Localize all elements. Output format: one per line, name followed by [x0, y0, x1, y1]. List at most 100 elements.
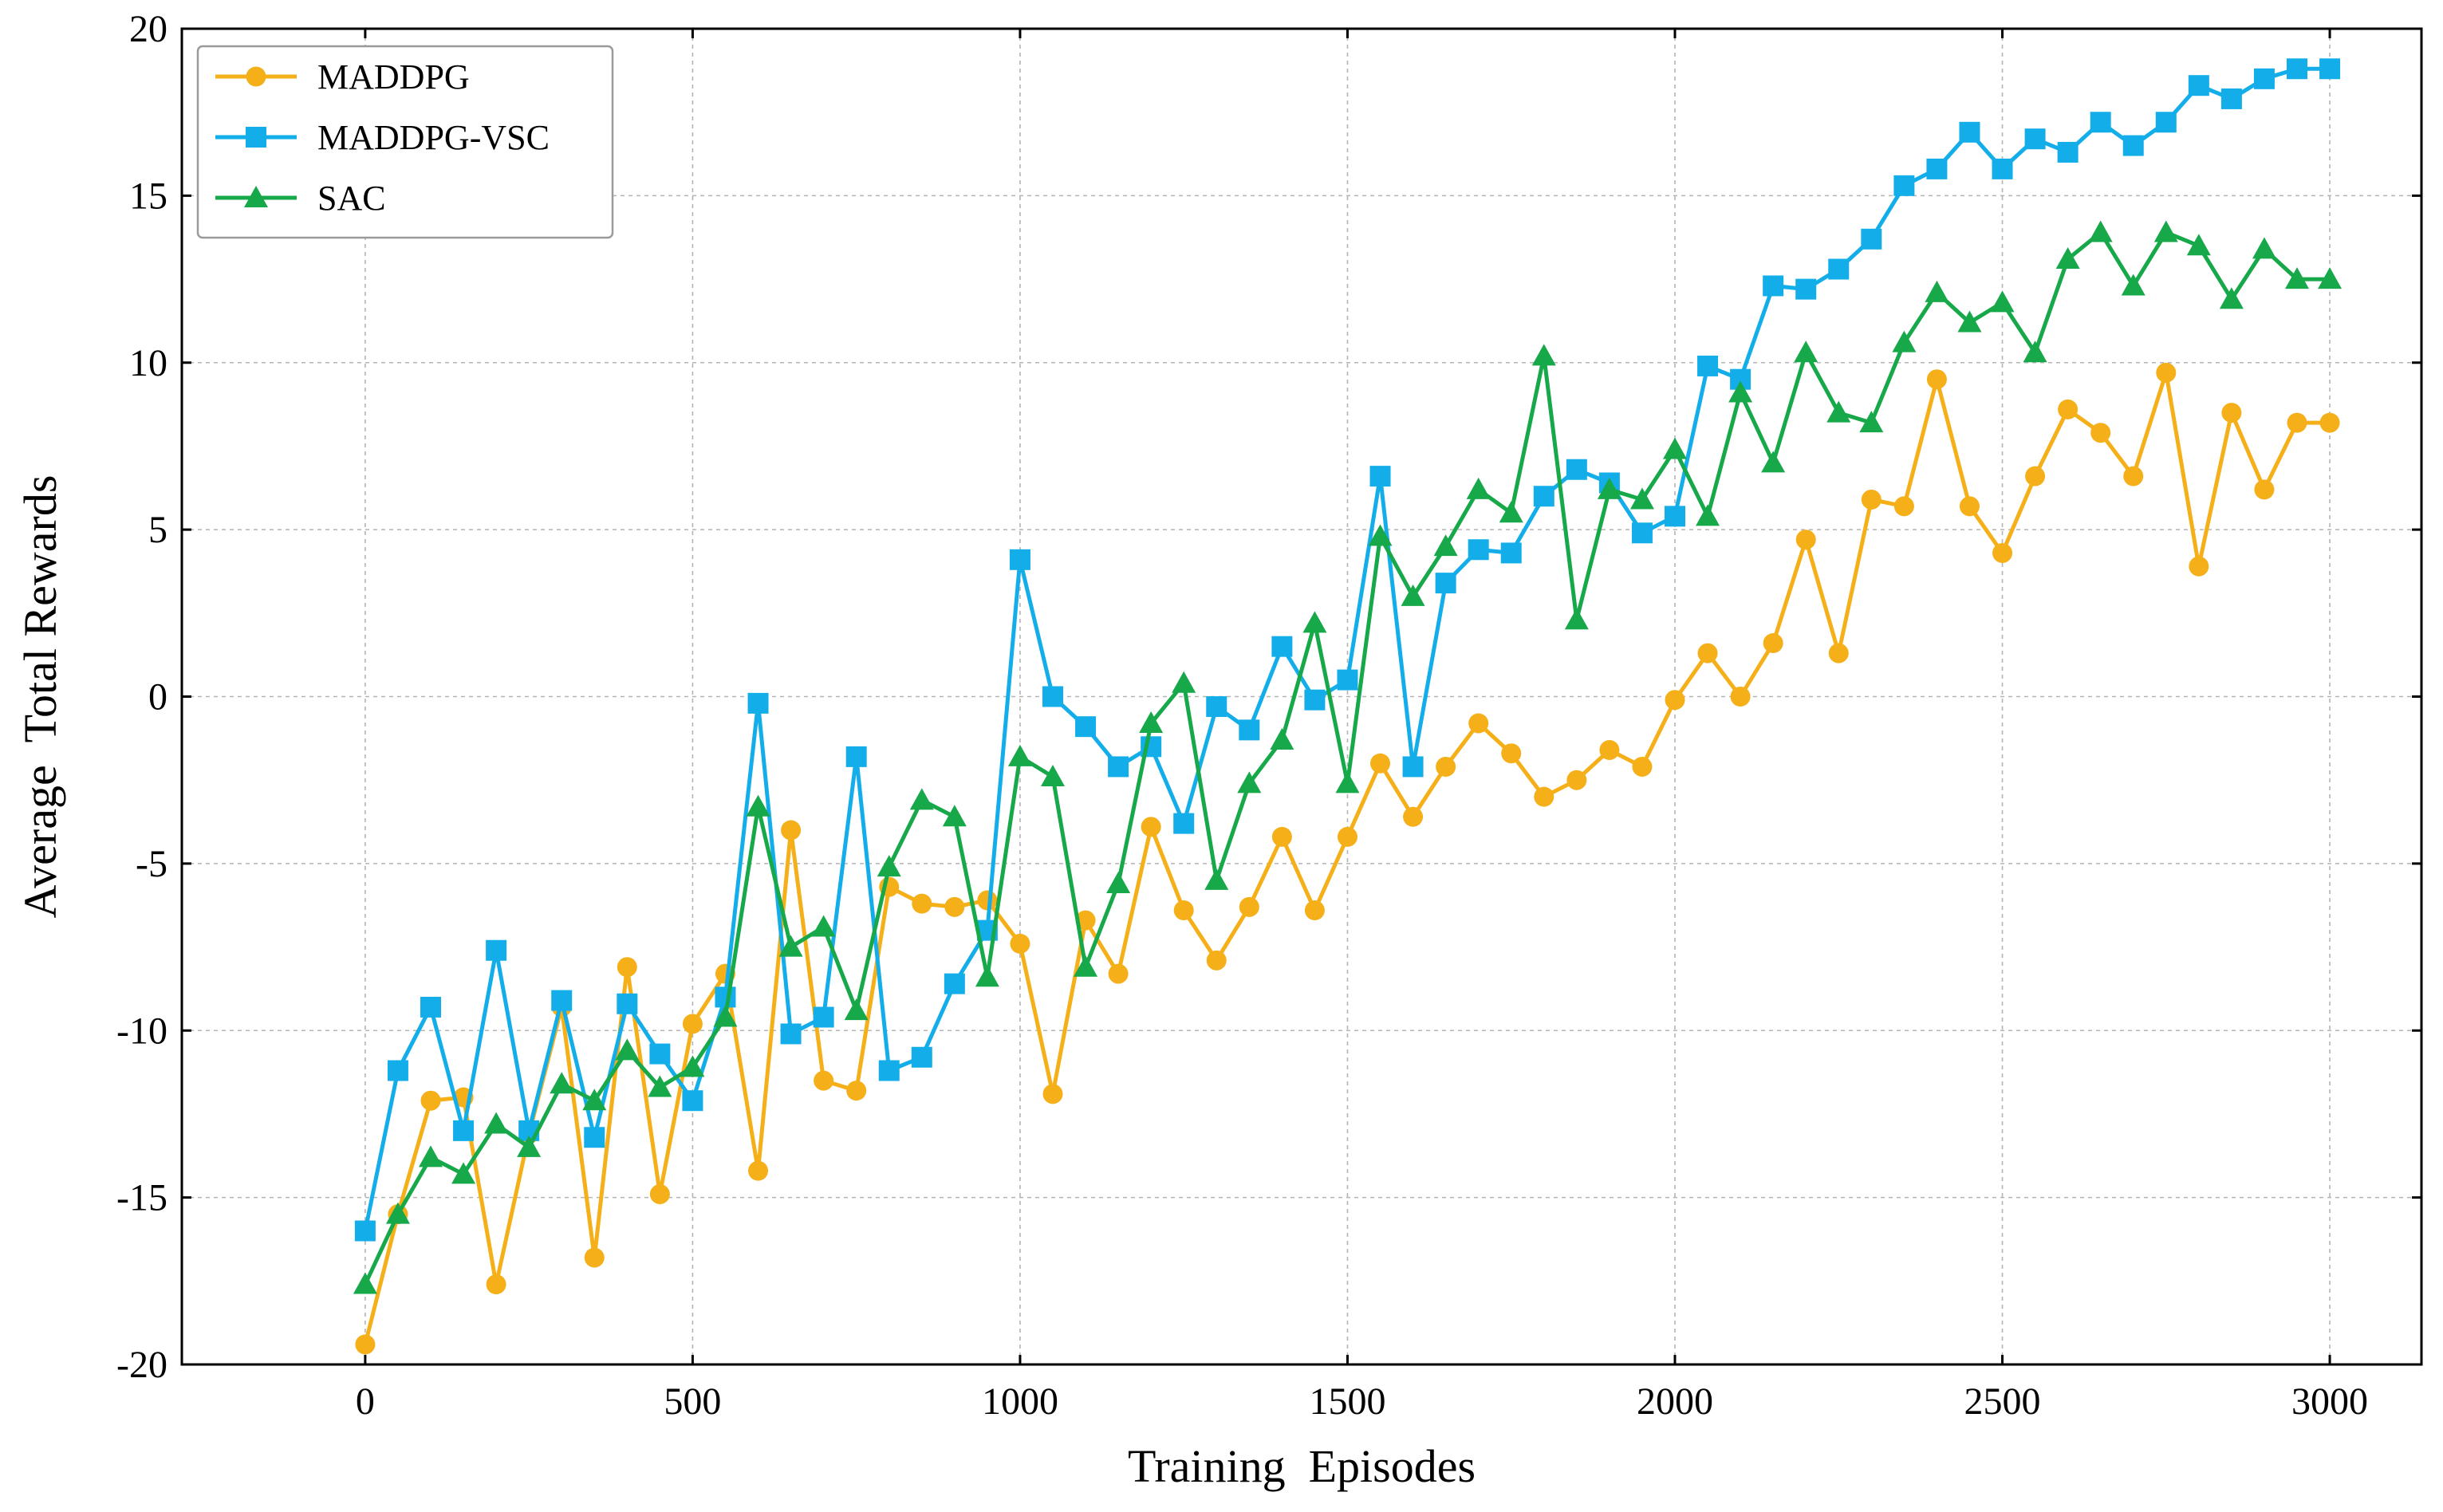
- data-point: [715, 986, 736, 1008]
- data-point: [1304, 689, 1326, 711]
- data-point: [878, 1060, 900, 1081]
- data-point: [682, 1014, 703, 1034]
- y-tick-label: -20: [116, 1344, 167, 1386]
- y-tick-label: 15: [129, 175, 167, 217]
- data-point: [912, 893, 932, 914]
- data-point: [2319, 58, 2341, 80]
- data-point: [1010, 933, 1030, 954]
- data-point: [1597, 477, 1621, 499]
- data-point: [2221, 403, 2242, 423]
- legend-item: MADDPG-VSC: [215, 118, 550, 157]
- data-point: [2287, 58, 2307, 80]
- data-point: [1795, 530, 1816, 550]
- data-point: [2058, 399, 2079, 419]
- y-tick-label: -10: [116, 1010, 167, 1052]
- data-point: [1239, 896, 1259, 917]
- data-point: [649, 1183, 670, 1204]
- data-point: [2253, 68, 2275, 89]
- data-point: [420, 1090, 441, 1111]
- data-point: [2252, 237, 2276, 259]
- data-point: [1074, 955, 1098, 977]
- data-point: [1302, 611, 1327, 633]
- data-point: [517, 1135, 542, 1157]
- data-point: [1466, 477, 1491, 499]
- data-point: [1042, 1084, 1063, 1104]
- data-point: [2055, 246, 2080, 269]
- data-point: [1665, 506, 1685, 527]
- data-point: [944, 896, 965, 917]
- data-point: [419, 1145, 443, 1167]
- data-point: [1337, 826, 1357, 847]
- data-point: [909, 788, 934, 810]
- data-point: [1433, 534, 1458, 557]
- data-point: [1665, 690, 1685, 711]
- data-point: [1141, 817, 1161, 837]
- data-point: [2156, 362, 2177, 383]
- data-point: [1108, 963, 1129, 984]
- data-point: [977, 890, 998, 911]
- data-point: [1271, 636, 1293, 657]
- data-point: [713, 1005, 738, 1027]
- data-point: [1335, 771, 1360, 793]
- data-point: [584, 1247, 605, 1268]
- y-tick-label: 10: [129, 342, 167, 384]
- data-point: [1499, 501, 1523, 523]
- data-point: [944, 973, 965, 994]
- y-axis-label: Average Total Rewards: [14, 475, 66, 919]
- data-point: [1795, 278, 1817, 300]
- data-point: [2219, 287, 2244, 309]
- data-point: [1139, 711, 1164, 733]
- data-point: [649, 1043, 671, 1065]
- data-point: [813, 1006, 834, 1028]
- data-point: [1728, 380, 1753, 403]
- data-point: [1697, 355, 1719, 376]
- data-point: [1794, 341, 1818, 363]
- data-point: [778, 935, 803, 957]
- data-point: [1861, 489, 1882, 510]
- data-point: [1075, 910, 1096, 931]
- data-point: [1730, 687, 1751, 707]
- data-point: [1861, 228, 1882, 250]
- data-point: [486, 1274, 506, 1294]
- data-point: [1337, 669, 1358, 691]
- data-point: [2220, 88, 2242, 109]
- data-point: [550, 1072, 574, 1094]
- data-point: [975, 965, 999, 987]
- x-tick-label: 1500: [1309, 1380, 1385, 1423]
- data-point: [2122, 135, 2144, 156]
- data-point: [2090, 112, 2111, 133]
- legend-marker: [246, 127, 266, 148]
- data-point: [2189, 556, 2209, 577]
- legend-box: [196, 45, 614, 239]
- axes: 0 500 1000 1500 2000 2500 3000 -20 -15 -10 -5 0 5 10 1…: [116, 8, 2423, 1423]
- legend-item: SAC: [215, 179, 386, 218]
- data-point: [1763, 275, 1784, 297]
- data-point: [1368, 524, 1393, 546]
- data-point: [1893, 175, 1915, 196]
- data-point: [1828, 643, 1849, 663]
- data-point: [1204, 868, 1229, 890]
- data-point: [420, 996, 441, 1018]
- data-point: [453, 1120, 475, 1141]
- data-point: [1173, 900, 1194, 920]
- data-point: [1531, 344, 1556, 366]
- data-point: [1403, 806, 1424, 827]
- data-point: [1566, 770, 1587, 790]
- data-point: [486, 939, 507, 961]
- data-point: [2024, 128, 2046, 150]
- legend-label: MADDPG-VSC: [317, 118, 550, 157]
- data-point: [385, 1202, 410, 1224]
- legend-label: SAC: [317, 179, 386, 218]
- data-point: [1206, 696, 1227, 718]
- data-point: [1926, 158, 1948, 179]
- data-point: [1370, 753, 1391, 774]
- data-point: [2318, 267, 2343, 289]
- x-tick-label: 3000: [2291, 1380, 2368, 1423]
- y-tick-label: 5: [148, 509, 167, 551]
- data-point: [1631, 522, 1653, 544]
- data-point: [1990, 290, 2015, 313]
- data-point: [1237, 771, 1262, 793]
- data-point: [1564, 608, 1589, 630]
- data-point: [1533, 486, 1554, 507]
- x-tick-label: 2000: [1637, 1380, 1713, 1423]
